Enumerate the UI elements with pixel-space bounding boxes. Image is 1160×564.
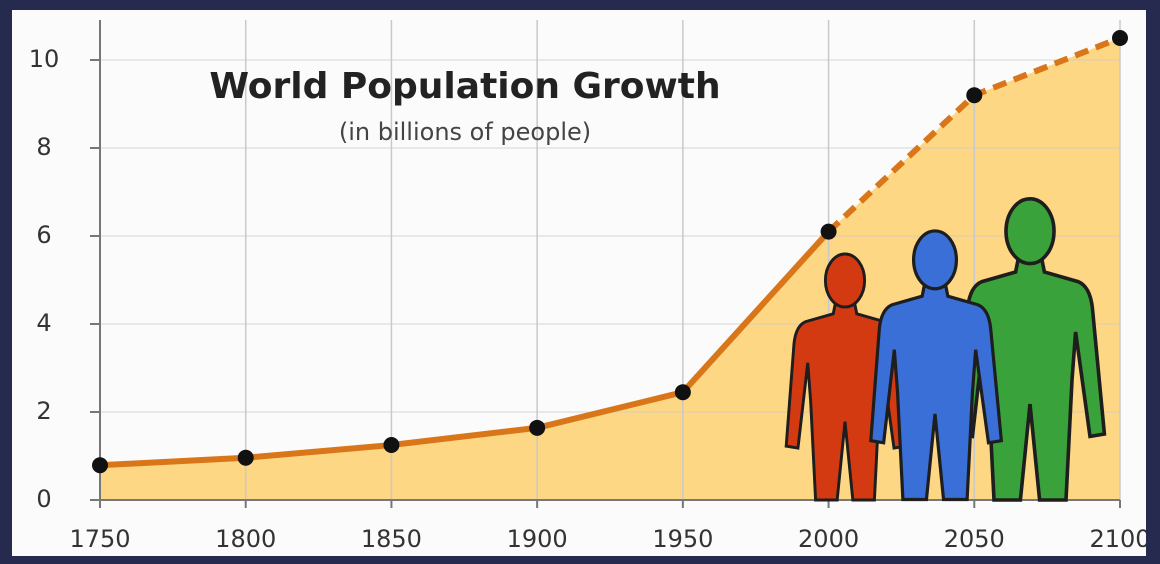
y-tick-label: 10 (29, 45, 60, 73)
y-tick-label: 0 (36, 485, 51, 513)
y-tick-label: 2 (36, 397, 51, 425)
chart-title: World Population Growth (209, 66, 720, 107)
x-tick-label: 1850 (361, 525, 422, 553)
person-blue (869, 229, 1004, 502)
x-tick-label: 1900 (507, 525, 568, 553)
point (529, 419, 546, 436)
point (820, 223, 837, 240)
x-tick-label: 1800 (215, 525, 276, 553)
y-tick-label: 8 (36, 133, 51, 161)
line-solid (99, 229, 831, 469)
point (674, 384, 691, 401)
y-tick-label: 6 (36, 221, 51, 249)
x-tick-label: 2100 (1089, 525, 1150, 553)
point (966, 87, 983, 104)
x-tick-label: 1950 (652, 525, 713, 553)
x-tick-label: 1750 (69, 525, 130, 553)
x-tick-label: 2000 (798, 525, 859, 553)
x-tick-label: 2050 (944, 525, 1005, 553)
people-illustration (784, 196, 1107, 502)
y-tick-label: 4 (36, 309, 51, 337)
point (1112, 30, 1128, 46)
point (92, 457, 108, 474)
point (237, 449, 254, 466)
point (383, 437, 400, 453)
chart-subtitle: (in billions of people) (339, 118, 591, 146)
